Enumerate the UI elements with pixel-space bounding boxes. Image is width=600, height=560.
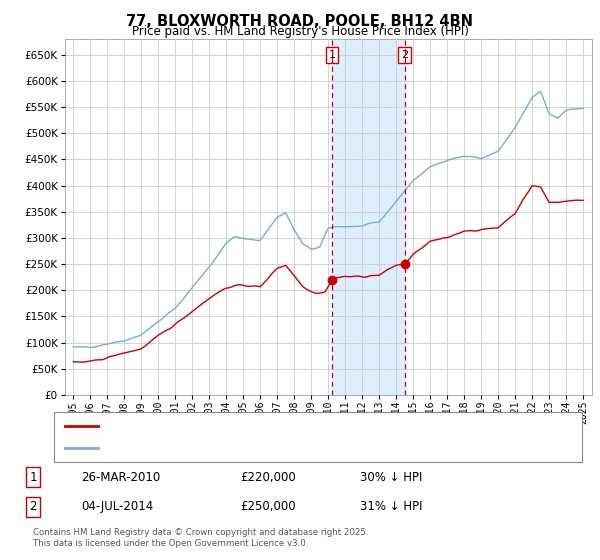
Text: £220,000: £220,000 [240, 470, 296, 484]
Text: 31% ↓ HPI: 31% ↓ HPI [360, 500, 422, 514]
Text: 26-MAR-2010: 26-MAR-2010 [81, 470, 160, 484]
Text: 77, BLOXWORTH ROAD, POOLE, BH12 4BN: 77, BLOXWORTH ROAD, POOLE, BH12 4BN [127, 14, 473, 29]
Text: Contains HM Land Registry data © Crown copyright and database right 2025.
This d: Contains HM Land Registry data © Crown c… [33, 528, 368, 548]
Text: 2: 2 [29, 500, 37, 514]
Text: 1: 1 [29, 470, 37, 484]
Text: 30% ↓ HPI: 30% ↓ HPI [360, 470, 422, 484]
Text: Price paid vs. HM Land Registry's House Price Index (HPI): Price paid vs. HM Land Registry's House … [131, 25, 469, 38]
Text: HPI: Average price, detached house, Bournemouth Christchurch and Poole: HPI: Average price, detached house, Bour… [107, 443, 513, 453]
Bar [332, 39, 404, 395]
Text: £250,000: £250,000 [240, 500, 296, 514]
Text: 2: 2 [401, 50, 408, 60]
Text: 04-JUL-2014: 04-JUL-2014 [81, 500, 153, 514]
Text: 1: 1 [329, 50, 335, 60]
Text: 77, BLOXWORTH ROAD, POOLE, BH12 4BN (detached house): 77, BLOXWORTH ROAD, POOLE, BH12 4BN (det… [107, 421, 439, 431]
